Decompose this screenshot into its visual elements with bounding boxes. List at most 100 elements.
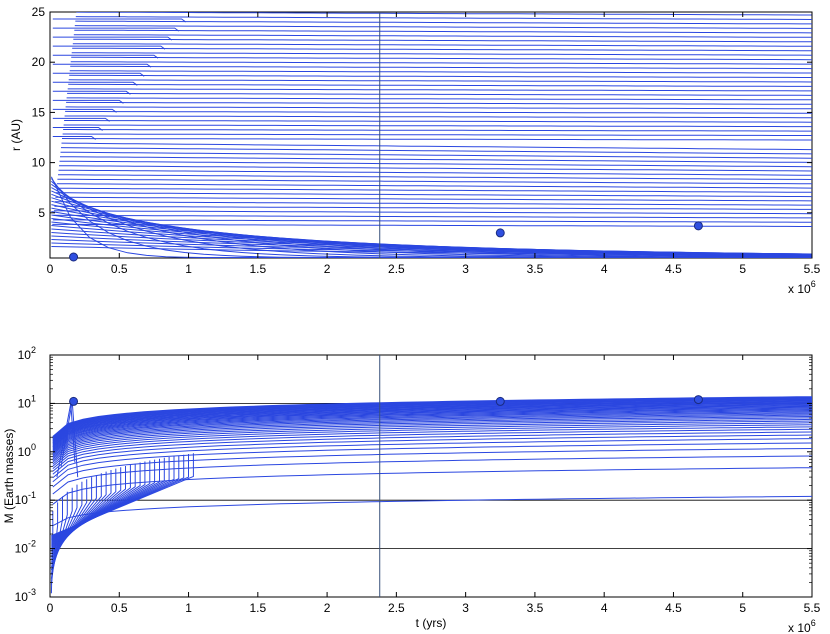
radius-track (68, 79, 812, 83)
radius-track (73, 34, 812, 38)
mass-track (52, 408, 812, 449)
mass-track (52, 414, 812, 456)
radius-track (57, 174, 812, 180)
radius-x-tick-label: 5.5 (804, 262, 821, 276)
radius-track (74, 29, 812, 34)
radius-track (59, 156, 812, 163)
mass-track (52, 404, 812, 446)
radius-x-tick-label: 5 (739, 262, 746, 276)
radius-track (54, 205, 812, 210)
radius-y-ticks: 5 10 15 20 25 (32, 5, 812, 220)
radius-y-tick-label: 10 (32, 156, 46, 170)
radius-track (75, 16, 812, 20)
radius-track (55, 192, 812, 198)
mass-y-tick-label-exponent: -2 (28, 539, 36, 549)
mass-x-axis-label: t (yrs) (416, 616, 447, 630)
mass-x-tick-label: 3.5 (527, 601, 544, 615)
mass-x-tick-label: 1 (185, 601, 192, 615)
mass-plot: 0 0.5 1 1.5 2 2.5 3 3.5 4 4.5 5 5.5 10-310-210-1100… (2, 345, 821, 634)
mass-tracks (50, 396, 812, 594)
radius-x-multiplier-exponent: 6 (811, 279, 816, 289)
mass-plot-frame (49, 354, 813, 598)
mass-track (52, 401, 812, 443)
radius-track (51, 242, 812, 256)
mass-x-multiplier-exponent: 6 (811, 618, 816, 628)
mass-y-tick-label-exponent: 0 (31, 442, 36, 452)
radius-y-tick-label: 20 (32, 55, 46, 69)
radius-track (64, 120, 812, 123)
mass-y-tick-label-base: 10 (18, 396, 32, 410)
radius-track (51, 239, 812, 256)
radius-track (56, 183, 812, 189)
radius-track (52, 45, 166, 50)
radius-track (73, 38, 812, 43)
mass-x-tick-label: 3 (462, 601, 469, 615)
radius-x-tick-label: 4.5 (665, 262, 682, 276)
mass-y-tick-label: 102 (18, 345, 36, 362)
radius-y-tick-label: 15 (32, 105, 46, 119)
radius-track (61, 142, 812, 151)
radius-track (52, 36, 173, 41)
mass-marker (495, 396, 505, 406)
radius-track (52, 27, 180, 32)
mass-track (52, 405, 812, 446)
radius-track (52, 72, 145, 77)
radius-track (52, 117, 110, 122)
radius-marker (69, 252, 79, 262)
radius-x-multiplier-base: x 10 (788, 282, 811, 296)
mass-track (52, 495, 812, 527)
radius-y-tick-label: 25 (32, 5, 46, 19)
mass-y-tick-label: 10-2 (15, 539, 36, 556)
mass-marker (69, 396, 79, 406)
mass-track (52, 400, 812, 441)
mass-x-multiplier: x 106 (788, 618, 816, 634)
mass-track (52, 434, 812, 475)
radius-track (52, 136, 96, 140)
mass-track (52, 406, 812, 447)
mass-x-ticks: 0 0.5 1 1.5 2 2.5 3 3.5 4 4.5 5 5.5 (47, 355, 821, 615)
radius-track (61, 138, 812, 141)
radius-track (63, 129, 812, 132)
radius-x-multiplier: x 106 (788, 279, 816, 296)
mass-track (52, 412, 812, 453)
mass-y-tick-label-base: 10 (15, 493, 29, 507)
radius-marker (693, 221, 703, 231)
radius-plot: 0 0.5 1 1.5 2 2.5 3 3.5 4 4.5 5 5.5 5 10 15 20 25 r (AU… (9, 5, 821, 296)
mass-y-tick-label-base: 10 (18, 445, 32, 459)
mass-x-tick-label: 2.5 (388, 601, 405, 615)
radius-track (69, 74, 812, 78)
radius-track (66, 97, 812, 101)
radius-track (60, 147, 812, 155)
mass-x-tick-label: 5 (739, 601, 746, 615)
mass-track (52, 438, 812, 479)
mass-track (52, 410, 812, 451)
radius-track (52, 127, 103, 131)
radius-track (70, 65, 812, 70)
radius-x-tick-label: 2.5 (388, 262, 405, 276)
mass-track (52, 418, 812, 460)
mass-y-tick-label: 10-1 (15, 490, 36, 507)
radius-track (66, 101, 812, 105)
mass-x-tick-label: 4 (601, 601, 608, 615)
mass-track (52, 407, 812, 448)
mass-y-tick-label-exponent: -1 (28, 490, 36, 500)
mass-y-tick-label: 10-3 (15, 587, 36, 604)
radius-track (69, 70, 812, 74)
mass-y-tick-label-exponent: -3 (28, 587, 36, 597)
radius-track (52, 81, 138, 86)
radius-track (71, 56, 812, 61)
mass-x-tick-label: 4.5 (665, 601, 682, 615)
radius-track (57, 178, 812, 185)
mass-y-tick-label-base: 10 (15, 590, 29, 604)
radius-x-tick-label: 3.5 (527, 262, 544, 276)
radius-x-ticks: 0 0.5 1 1.5 2 2.5 3 3.5 4 4.5 5 5.5 (47, 12, 821, 276)
radius-track (62, 133, 812, 136)
mass-x-tick-label: 1.5 (249, 601, 266, 615)
mass-track (52, 398, 812, 440)
radius-x-tick-label: 4 (601, 262, 608, 276)
mass-track (52, 403, 812, 444)
radius-track (65, 110, 812, 114)
radius-x-tick-label: 0.5 (111, 262, 128, 276)
radius-track (70, 61, 812, 65)
radius-y-tick-label: 5 (38, 206, 45, 220)
